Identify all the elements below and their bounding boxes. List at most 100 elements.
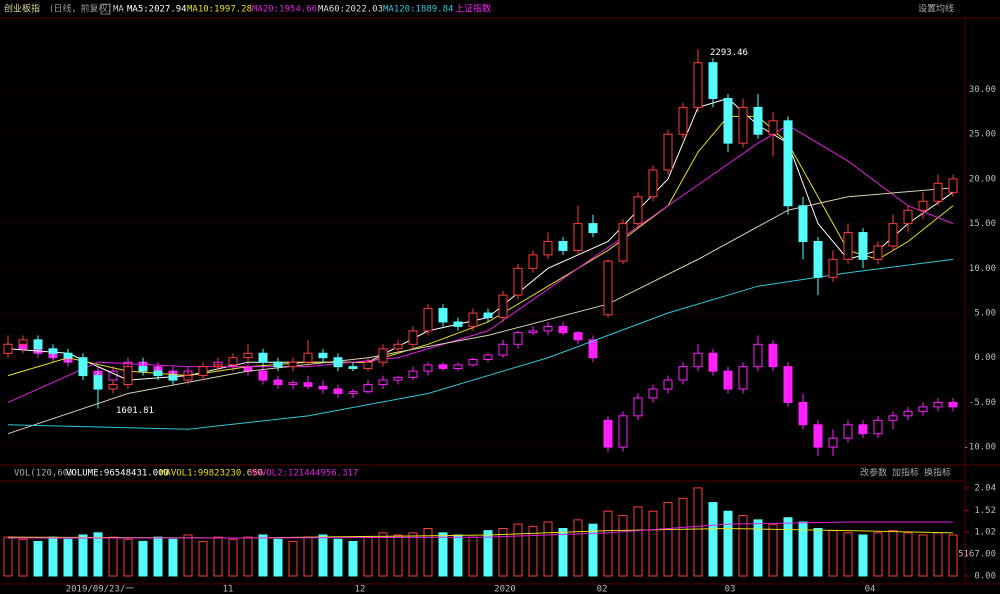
help-icon[interactable] — [100, 3, 111, 15]
overlay-candle-body — [813, 424, 823, 448]
overlay-candle-body — [528, 330, 538, 334]
candle-body — [363, 361, 373, 369]
x-tick-label: 2020 — [494, 585, 516, 594]
candle-body — [273, 361, 283, 368]
candle-body — [63, 352, 73, 359]
candle-body — [513, 267, 523, 296]
candle-body — [213, 364, 223, 368]
overlay-candle-body — [723, 370, 733, 390]
mavol2: MAVOL2:121444956.317 — [250, 469, 358, 479]
volume-bar — [903, 532, 913, 577]
overlay-candle-body — [258, 370, 268, 381]
overlay-candle-body — [738, 366, 748, 390]
vol-tick-label: 0.00 — [974, 572, 996, 582]
volume-bar — [63, 538, 73, 577]
candle-body — [753, 106, 763, 135]
add-button[interactable]: 加指标 — [892, 467, 919, 479]
volume-bar — [828, 530, 838, 577]
candle-body — [723, 97, 733, 144]
x-tick-label: 12 — [355, 585, 366, 594]
volume-bar — [948, 534, 958, 577]
vol-tick-label: 1.02 — [974, 527, 996, 537]
overlay-candle-body — [573, 332, 583, 341]
ma-line — [7, 115, 954, 377]
edit-button[interactable]: 改参数 — [860, 467, 887, 479]
candle-body — [633, 196, 643, 225]
candle-body — [468, 312, 478, 327]
candle-body — [903, 209, 913, 225]
y-tick-label: -10.00 — [963, 443, 996, 453]
ma-label: MA — [113, 5, 124, 15]
volume-bar — [528, 525, 538, 577]
overlay-candle-body — [318, 385, 328, 390]
overlay-candle-body — [648, 388, 658, 399]
volume-bar — [228, 538, 238, 577]
volume-bar — [423, 528, 433, 577]
candle-body — [108, 384, 118, 390]
candle-body — [153, 370, 163, 377]
overlay-candle-body — [663, 379, 673, 390]
overlay-candle-body — [408, 370, 418, 378]
candle-body — [18, 339, 28, 345]
candle-body — [573, 223, 583, 251]
volume-bar — [648, 510, 658, 577]
change-button[interactable]: 换指标 — [924, 467, 951, 479]
candle-body — [768, 120, 778, 135]
candle-body — [588, 223, 598, 234]
volume-bar — [543, 521, 553, 577]
index-name: 创业板指 — [4, 3, 40, 15]
volume-bar — [453, 534, 463, 577]
overlay-candle-body — [948, 401, 958, 408]
ma-line — [7, 124, 954, 403]
overlay-candle-body — [693, 352, 703, 368]
overlay-candle-body — [273, 379, 283, 386]
volume-bar — [873, 532, 883, 577]
volume-bar — [333, 538, 343, 577]
overlay-label[interactable]: 上证指数 — [455, 3, 491, 15]
candle-body — [3, 343, 13, 354]
volume-bar — [813, 528, 823, 577]
y-tick-label: 20.00 — [969, 174, 996, 184]
volume-bar — [213, 536, 223, 577]
ma-line — [7, 97, 954, 381]
candle-body — [123, 366, 133, 386]
overlay-candle-body — [288, 382, 298, 386]
volume-bar — [363, 536, 373, 577]
mavol1: MAVOL1:99823230.650 — [160, 469, 263, 479]
volume-bar — [633, 506, 643, 577]
settings-button[interactable]: 设置均线 — [918, 3, 954, 15]
volume-bar — [483, 530, 493, 577]
overlay-candle-body — [453, 364, 463, 369]
volume-bar — [603, 510, 613, 577]
vol-tick-label: 1.52 — [974, 506, 996, 516]
candle-body — [813, 241, 823, 278]
candle-body — [558, 241, 568, 251]
volume-bar — [753, 519, 763, 577]
overlay-candle-body — [783, 366, 793, 403]
volume-bar — [768, 523, 778, 577]
candle-body — [423, 308, 433, 332]
candle-body — [708, 62, 718, 99]
overlay-candle-body — [588, 339, 598, 359]
candle-body — [618, 223, 628, 262]
mode: (日线，前复权) — [50, 3, 111, 15]
candle-body — [918, 200, 928, 211]
candle-body — [168, 375, 178, 381]
volume-bar — [198, 540, 208, 577]
candle-body — [528, 254, 538, 269]
volume-bar — [693, 487, 703, 577]
overlay-candle-body — [438, 364, 448, 369]
candle-body — [948, 178, 958, 193]
overlay-candle-body — [363, 384, 373, 393]
candle-body — [858, 232, 868, 260]
volume-bar — [108, 536, 118, 577]
candle-body — [663, 133, 673, 171]
candle-body — [318, 352, 328, 359]
volume-bar — [378, 532, 388, 577]
volume-bar — [588, 523, 598, 577]
overlay-candle-body — [423, 364, 433, 372]
volume-bar — [798, 521, 808, 577]
volume-bar — [618, 515, 628, 577]
overlay-candle-body — [558, 325, 568, 334]
volume-bar — [468, 536, 478, 577]
